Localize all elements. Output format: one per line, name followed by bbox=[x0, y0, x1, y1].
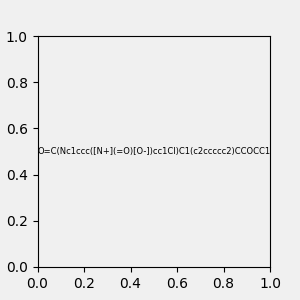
Text: O=C(Nc1ccc([N+](=O)[O-])cc1Cl)C1(c2ccccc2)CCOCC1: O=C(Nc1ccc([N+](=O)[O-])cc1Cl)C1(c2ccccc… bbox=[37, 147, 270, 156]
